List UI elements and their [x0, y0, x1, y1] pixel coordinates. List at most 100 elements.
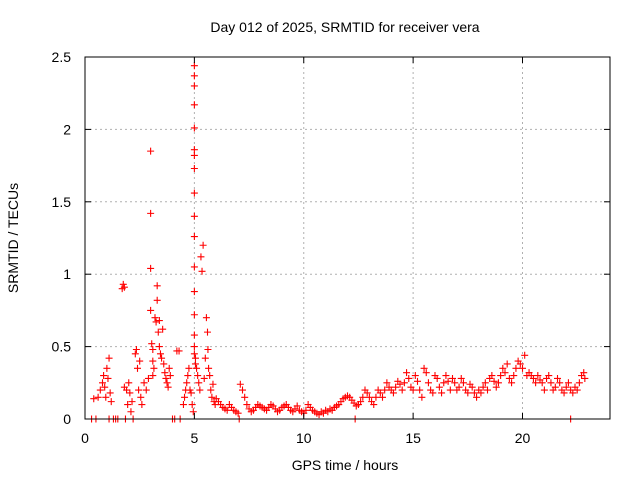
data-point [457, 374, 465, 382]
data-point [398, 386, 406, 394]
data-point [96, 386, 104, 394]
data-point [444, 377, 452, 385]
data-point [201, 354, 209, 362]
data-point [127, 408, 135, 416]
data-point [510, 372, 518, 380]
data-point [519, 364, 526, 372]
data-point [379, 393, 386, 401]
data-point [449, 374, 456, 382]
data-point [150, 364, 158, 372]
data-point [190, 189, 198, 197]
data-point [488, 372, 496, 380]
data-point [420, 364, 428, 372]
data-point [376, 389, 384, 397]
data-point [179, 401, 187, 409]
y-tick-label: 1.5 [52, 194, 72, 210]
data-point [581, 374, 589, 382]
data-point [126, 389, 134, 397]
data-point [135, 386, 143, 394]
y-tick-label: 2.5 [52, 49, 72, 65]
data-point [200, 374, 208, 382]
data-point [196, 386, 204, 394]
data-point [473, 393, 481, 401]
data-point [236, 380, 244, 388]
data-point [479, 383, 487, 391]
data-point [190, 124, 198, 132]
data-point [190, 311, 198, 319]
data-point [494, 379, 502, 387]
data-point [163, 379, 171, 387]
data-point [209, 380, 217, 388]
data-point [512, 364, 520, 372]
data-point [154, 328, 162, 336]
data-point [191, 354, 199, 362]
data-point [99, 379, 106, 387]
data-point [357, 398, 365, 406]
data-point [459, 379, 467, 387]
data-point [156, 350, 164, 358]
data-point [175, 347, 183, 355]
data-point [155, 343, 163, 351]
data-point [194, 372, 202, 380]
data-point [147, 306, 155, 314]
x-tick-label: 10 [296, 430, 312, 446]
data-point [190, 343, 198, 351]
data-point [564, 379, 572, 387]
data-point [140, 379, 148, 387]
data-point [464, 389, 472, 397]
data-point [105, 354, 113, 362]
data-point [440, 379, 448, 387]
data-point [468, 383, 476, 391]
data-point [409, 386, 417, 394]
data-point [149, 372, 157, 380]
data-point [433, 374, 441, 382]
data-point [147, 264, 155, 272]
data-points [88, 62, 589, 423]
x-tick-label: 0 [81, 430, 89, 446]
data-point [383, 379, 391, 387]
data-point [153, 296, 161, 304]
data-point [195, 379, 203, 387]
x-tick-label: 15 [405, 430, 421, 446]
data-point [234, 409, 242, 417]
data-point [152, 318, 160, 326]
data-point [508, 379, 516, 387]
data-point [190, 263, 198, 271]
data-point [392, 383, 400, 391]
data-point [190, 164, 198, 172]
data-point [497, 372, 505, 380]
data-point [435, 383, 443, 391]
data-point [185, 364, 193, 372]
data-point [521, 351, 529, 359]
data-point [197, 253, 205, 261]
data-point [492, 383, 500, 391]
x-tick-label: 5 [190, 430, 198, 446]
data-point [198, 267, 206, 275]
data-point [128, 398, 136, 406]
data-point [562, 383, 570, 391]
data-point [477, 389, 485, 397]
data-point [365, 393, 373, 401]
data-point [181, 393, 189, 401]
data-point [547, 379, 555, 387]
data-point [580, 369, 588, 377]
y-tick-label: 2 [63, 121, 71, 137]
data-point [446, 386, 454, 394]
data-point [422, 369, 430, 377]
data-point [202, 314, 210, 322]
data-point [90, 395, 98, 403]
data-point [184, 372, 192, 380]
data-point [223, 406, 231, 414]
data-point [120, 283, 128, 291]
data-point [119, 280, 127, 288]
data-point [134, 364, 141, 372]
data-point [363, 389, 371, 397]
data-point [505, 374, 513, 382]
data-point [155, 317, 163, 325]
data-point [403, 369, 411, 377]
data-point [372, 393, 380, 401]
data-point [166, 372, 174, 380]
data-point [190, 288, 198, 296]
data-point [161, 369, 169, 377]
data-point [490, 377, 498, 385]
